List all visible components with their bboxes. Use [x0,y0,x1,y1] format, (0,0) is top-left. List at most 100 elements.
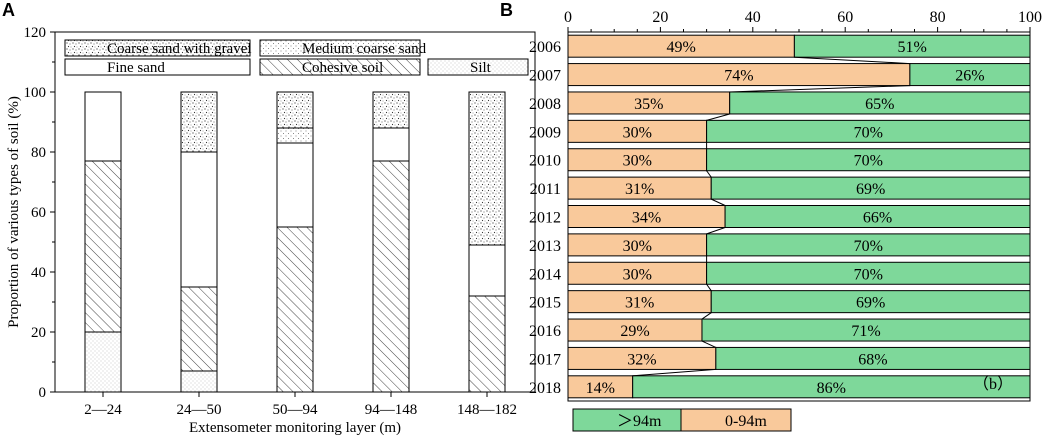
y-tick-label: 2015 [529,295,561,312]
bar-segment-cohesive [276,226,314,393]
x-tick-label: 80 [930,9,946,26]
y-tick-label: 40 [31,265,46,281]
series-connector-line [706,170,712,178]
data-label: 35% [634,96,663,113]
data-label: 69% [856,181,885,198]
data-label: 30% [623,266,652,283]
y-tick-label: 60 [31,205,46,221]
legend-swatch-silt [427,58,529,76]
data-label: 49% [667,39,696,56]
y-tick-label: 100 [24,85,47,101]
x-tick-label: 100 [1018,9,1042,26]
x-tick-label: 94—148 [365,402,418,418]
y-tick-label: 2012 [529,210,561,227]
y-tick-label: 2007 [529,68,561,85]
data-label: 70% [854,153,883,170]
panel-a-y-axis-title: Proportion of various types of soil (%) [6,96,22,328]
y-tick-label: 120 [24,25,47,41]
series-connector-line [701,312,712,320]
panel-a-legend: Coarse sand with gravel Medium coarse san… [64,39,529,76]
bar-segment-cohesive [372,160,410,393]
x-tick-label: 2—24 [84,402,122,418]
legend-swatch-medium [259,39,421,57]
y-tick-label: 80 [31,145,46,161]
data-label: 70% [854,266,883,283]
series-connector-line [701,340,717,348]
legend-label-medium: Medium coarse sand [302,41,427,57]
series-connector-line [706,113,730,121]
bar-segment-silt [84,331,122,393]
bar-segment-fine [468,244,506,297]
data-label: 68% [858,351,887,368]
legend-label-cohesive: Cohesive soil [302,60,383,76]
bar-segment-fine [84,91,122,162]
panel-b-label: B [500,0,513,20]
y-tick-label: 20 [31,325,46,341]
data-label: 69% [856,295,885,312]
panel-b-y-axis: 2006 2007 2008 2009 2010 2011 2012 2013 2014 2015… [529,39,561,397]
y-tick-label: 2006 [529,39,561,56]
series-connector-line [729,85,910,93]
bar-segment-coarse [180,91,218,153]
data-label: 70% [854,124,883,141]
panel-a-y-axis: 0 20 40 60 80 100 120 [24,25,55,401]
y-tick-label: 2010 [529,153,561,170]
panel-b-chart: 49% 51% 74% 26% 35% 65% 30% 70% 30% 70% 31% 69% 34% 6… [529,9,1042,432]
panel-b-bars: 49% 51% 74% 26% 35% 65% 30% 70% 30% 70% 31% 69% 34% 6… [567,34,1031,399]
x-tick-label: 50—94 [273,402,319,418]
data-label: 66% [863,210,892,227]
x-tick-label: 24—50 [177,402,222,418]
panel-a-label: A [2,0,15,20]
data-label: 31% [625,295,654,312]
bar-segment-fine [180,151,218,288]
panel-b-connectors [632,56,910,377]
y-tick-label: 2016 [529,323,561,340]
bar-segment-silt [180,370,218,393]
y-tick-label: 2017 [529,351,561,368]
panel-b-plot-frame [567,31,1031,402]
x-tick-label: 148—182 [457,402,517,418]
panel-b-legend: ＞94m 0-94m [572,408,792,432]
data-label: 30% [623,124,652,141]
data-label: 32% [627,351,656,368]
legend-label-coarse: Coarse sand with gravel [107,41,252,57]
y-tick-label: 2008 [529,96,561,113]
series-connector-line [632,368,716,377]
bar-segment-medium [276,127,314,144]
data-label: 51% [898,39,927,56]
x-tick-label: 0 [564,9,572,26]
legend-label-silt: Silt [470,60,492,76]
legend-swatch-cohesive [259,58,421,76]
bar-segment-coarse [372,91,410,129]
series-connector-line [706,227,726,235]
bar-segment-cohesive [468,295,506,393]
x-tick-label: 60 [837,9,853,26]
data-label: 74% [724,68,753,85]
bar-segment-coarse [468,91,506,246]
data-label: 30% [623,238,652,255]
data-label: 65% [865,96,894,113]
panel-a-x-axis: 2—24 24—50 50—94 94—148 148—182 [84,392,517,418]
bar-segment-cohesive [84,160,122,333]
y-tick-label: 2011 [530,181,561,198]
panel-a-chart: 0 20 40 60 80 100 120 2—24 24—50 50—94 94—148 148—… [6,25,536,436]
data-label: 30% [623,153,652,170]
legend-label-gt94m: ＞94m [617,413,662,430]
data-label: 14% [586,380,615,397]
y-tick-label: 2018 [529,380,561,397]
x-tick-label: 20 [652,9,668,26]
legend-swatch-0-94m [680,408,792,432]
data-label: 86% [817,380,846,397]
legend-swatch-coarse [64,39,251,57]
legend-label-0-94m: 0-94m [725,413,767,430]
bar-segment-fine [372,127,410,162]
data-label: 31% [625,181,654,198]
y-tick-label: 2013 [529,238,561,255]
bar-segment-coarse [276,91,314,129]
series-connector-line [711,198,726,206]
legend-label-fine: Fine sand [107,60,165,76]
x-tick-label: 40 [745,9,761,26]
data-label: 26% [955,68,984,85]
panel-b-x-axis: 0 20 40 60 80 100 [564,9,1042,32]
